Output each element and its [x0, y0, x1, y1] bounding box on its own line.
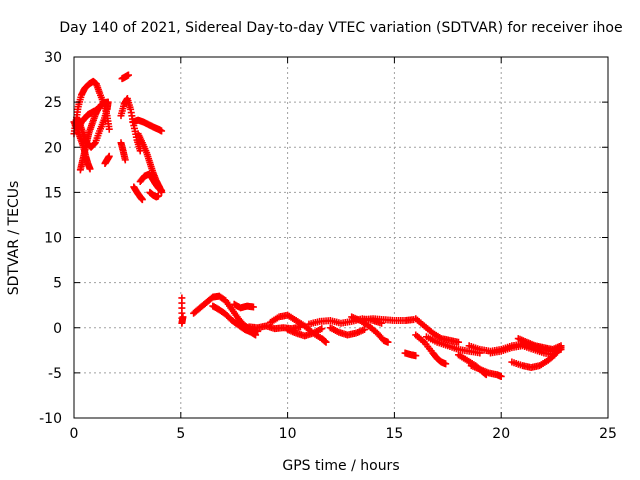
data-point-marker	[154, 192, 162, 200]
chart-title: Day 140 of 2021, Sidereal Day-to-day VTE…	[59, 20, 622, 36]
series-arc-25	[358, 315, 418, 325]
data-point-marker	[138, 196, 146, 204]
y-tick-label: -5	[48, 366, 62, 382]
series-arc-26	[401, 349, 420, 360]
x-tick-label: 10	[279, 426, 297, 442]
data-point-marker	[104, 98, 112, 106]
data-point-marker	[86, 165, 94, 173]
series-arc-11	[130, 183, 146, 204]
series-arc-28	[412, 331, 450, 368]
data-point-marker	[412, 352, 420, 360]
data-point-marker	[105, 152, 113, 160]
data-point-marker	[442, 360, 450, 368]
series-arc-35	[514, 335, 565, 353]
y-axis-label: SDTVAR / TECUs	[6, 181, 22, 296]
series-arc-07	[118, 71, 132, 83]
y-tick-label: -10	[39, 411, 62, 427]
data-point-marker	[93, 106, 101, 114]
series-arc-20	[267, 311, 330, 346]
data-point-marker	[322, 338, 330, 346]
x-tick-label: 25	[599, 426, 617, 442]
data-point-marker	[360, 326, 368, 334]
x-axis-label: GPS time / hours	[282, 458, 399, 474]
series-arc-18	[230, 300, 257, 312]
data-point-marker	[121, 156, 129, 164]
y-tick-label: 30	[44, 50, 62, 66]
grid	[74, 57, 608, 418]
data-point-marker	[105, 125, 113, 133]
series-arc-31	[467, 362, 505, 380]
data-point-marker	[497, 372, 505, 380]
x-tick-label: 5	[176, 426, 185, 442]
y-tick-label: 0	[53, 321, 62, 337]
x-tick-label: 15	[385, 426, 403, 442]
data-point-marker	[158, 187, 166, 195]
y-tick-label: 15	[44, 185, 62, 201]
series-arc-04	[73, 98, 112, 151]
series-arc-21	[284, 325, 326, 340]
series-arc-29	[422, 333, 484, 357]
axis-ticks: 0 5 10 15 20 25 -10 -5 0 5 10 15 20 25 30	[39, 50, 617, 442]
series-arc-23	[326, 324, 368, 339]
series-arc-13	[136, 170, 166, 195]
series-arc-10	[129, 116, 166, 135]
data-point-marker	[249, 303, 257, 311]
data-points	[70, 71, 565, 380]
series-arc-06	[101, 152, 113, 167]
data-point-marker	[318, 325, 326, 333]
series-arc-27	[412, 315, 462, 346]
data-point-marker	[158, 127, 166, 135]
y-tick-label: 10	[44, 231, 62, 247]
y-tick-label: 20	[44, 140, 62, 156]
data-point-marker	[557, 342, 565, 350]
series-arc-15	[178, 294, 187, 327]
data-point-marker	[179, 313, 187, 321]
data-point-marker	[454, 338, 462, 346]
data-point-marker	[384, 338, 392, 346]
series-arc-14	[146, 188, 162, 201]
y-tick-label: 25	[44, 95, 62, 111]
series-arc-05	[74, 106, 101, 133]
data-point-marker	[252, 331, 260, 339]
x-tick-label: 0	[70, 426, 79, 442]
data-point-marker	[124, 71, 132, 79]
series-arc-08	[117, 139, 129, 164]
x-tick-label: 20	[492, 426, 510, 442]
series-arc-17	[209, 302, 260, 339]
y-tick-label: 5	[53, 276, 62, 292]
